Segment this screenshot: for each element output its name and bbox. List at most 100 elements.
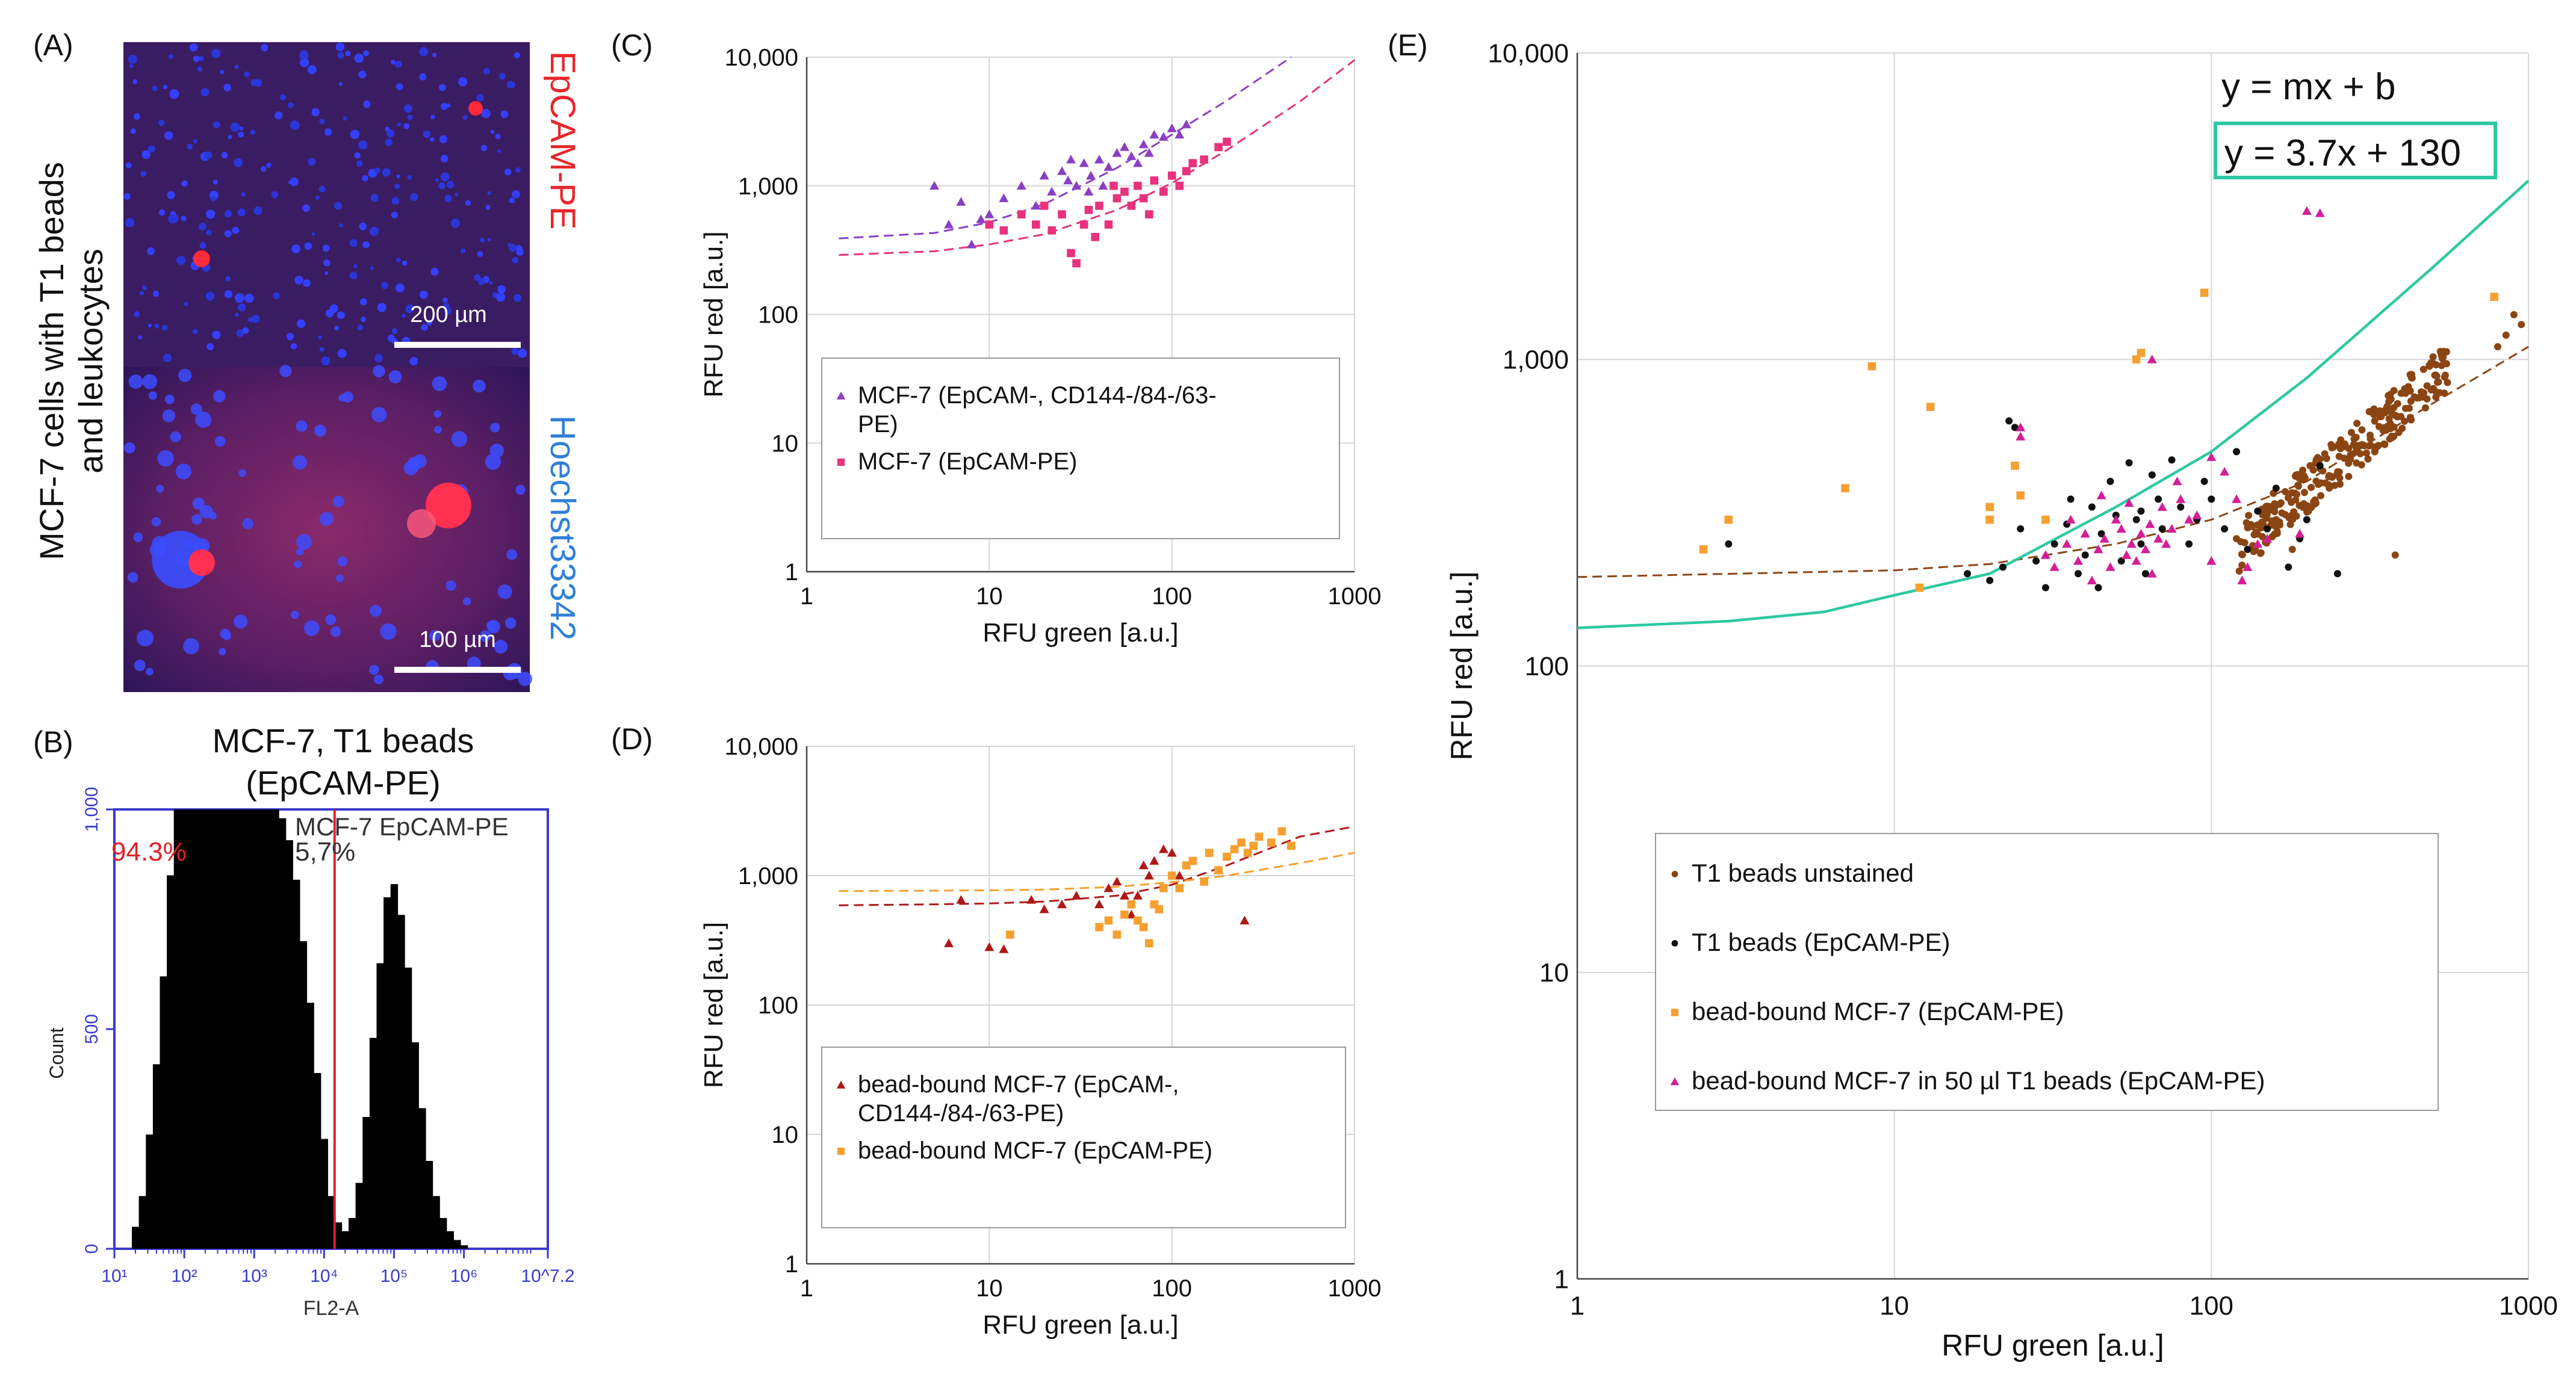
data-point-series-0 xyxy=(1039,904,1049,914)
nucleus-dot xyxy=(156,484,164,493)
panel-label-a: (A) xyxy=(33,28,73,62)
data-point-series-0 xyxy=(1079,158,1089,167)
nucleus-dot xyxy=(147,145,155,153)
nucleus-dot xyxy=(370,194,379,202)
data-point-series-0 xyxy=(2433,372,2441,380)
legend-label-3: bead-bound MCF-7 in 50 µl T1 beads (EpCA… xyxy=(1692,1066,2265,1095)
data-point-series-3 xyxy=(2153,534,2164,543)
nucleus-dot xyxy=(163,84,167,89)
nucleus-dot xyxy=(479,630,491,642)
nucleus-dot xyxy=(220,70,225,75)
data-point-series-0 xyxy=(2323,454,2330,462)
nucleus-dot xyxy=(286,333,294,341)
data-point-series-1 xyxy=(2233,448,2241,456)
nucleus-dot xyxy=(506,81,515,88)
nucleus-dot xyxy=(238,131,244,138)
nucleus-dot xyxy=(152,290,160,297)
nucleus-dot xyxy=(294,276,303,285)
data-point-series-0 xyxy=(1158,132,1169,141)
nucleus-dot xyxy=(394,183,400,190)
nucleus-dot xyxy=(505,617,517,629)
data-point-series-0 xyxy=(2250,548,2258,555)
data-point-series-1 xyxy=(2264,525,2271,533)
data-point-series-3 xyxy=(2232,494,2242,503)
nucleus-dot xyxy=(374,167,380,174)
nucleus-dot xyxy=(168,214,178,224)
data-point-series-2 xyxy=(2200,288,2209,297)
y-tick-label: 1,000 xyxy=(738,173,798,200)
nucleus-dot xyxy=(234,158,243,167)
threshold-line xyxy=(1577,179,2530,629)
nucleus-dot xyxy=(391,211,399,218)
nucleus-dot xyxy=(512,257,519,264)
data-point-series-1 xyxy=(1237,838,1246,847)
x-tick-label: 10³ xyxy=(241,1266,267,1286)
data-point-series-0 xyxy=(966,240,976,249)
histogram-bar xyxy=(243,809,252,1249)
data-point-series-1 xyxy=(2285,563,2292,571)
data-point-series-3 xyxy=(2093,544,2103,554)
nucleus-dot xyxy=(485,205,491,210)
data-point-series-3 xyxy=(2262,534,2273,543)
histogram-bar xyxy=(314,1073,321,1249)
data-point-series-0 xyxy=(2294,471,2301,478)
data-point-series-2 xyxy=(2132,355,2141,364)
data-point-series-3 xyxy=(2099,534,2109,543)
data-point-series-0 xyxy=(2407,371,2415,379)
data-point-series-0 xyxy=(2341,440,2348,448)
legend-marker-1 xyxy=(837,458,845,466)
histogram-bar xyxy=(390,884,399,1249)
legend-marker-3 xyxy=(1670,1077,1680,1086)
scalebar-bottom-label: 100 µm xyxy=(419,627,496,652)
nucleus-dot xyxy=(147,247,155,255)
nucleus-dot xyxy=(275,111,283,120)
trendline-1 xyxy=(839,852,1355,892)
nucleus-dot xyxy=(220,628,231,639)
nucleus-dot xyxy=(152,85,158,91)
x-tick-label: 10 xyxy=(976,1275,1003,1302)
data-point-series-0 xyxy=(2257,524,2265,532)
data-point-series-0 xyxy=(2436,389,2444,397)
data-point-series-0 xyxy=(2347,428,2355,436)
data-point-series-0 xyxy=(2298,475,2306,483)
data-point-series-0 xyxy=(2358,426,2366,434)
equation-generic: y = mx + b xyxy=(2221,66,2395,108)
data-point-series-1 xyxy=(1188,856,1197,865)
data-point-series-1 xyxy=(2155,495,2162,503)
nucleus-dot xyxy=(210,196,216,202)
data-point-series-0 xyxy=(2336,445,2344,453)
data-point-series-3 xyxy=(2126,539,2137,548)
data-point-series-1 xyxy=(1188,159,1197,167)
nucleus-dot xyxy=(455,193,459,197)
nucleus-dot xyxy=(209,512,217,520)
nucleus-dot xyxy=(319,119,325,125)
data-point-series-0 xyxy=(2518,321,2525,329)
epcam-positive-cell xyxy=(468,101,483,116)
data-point-series-0 xyxy=(1126,909,1137,919)
x-tick-label: 10 xyxy=(976,583,1003,610)
data-point-series-0 xyxy=(984,209,995,218)
data-point-series-3 xyxy=(2161,539,2171,548)
nucleus-dot xyxy=(266,162,272,168)
nucleus-dot xyxy=(290,343,297,350)
data-point-series-0 xyxy=(1072,181,1082,190)
data-point-series-2 xyxy=(1867,362,1876,371)
data-point-series-3 xyxy=(2295,528,2305,538)
data-point-series-0 xyxy=(976,214,986,223)
data-point-series-3 xyxy=(2049,562,2059,571)
nucleus-dot xyxy=(140,170,147,177)
nucleus-dot xyxy=(506,549,518,560)
data-point-series-1 xyxy=(1120,910,1129,919)
legend-marker-0 xyxy=(836,391,846,400)
nucleus-dot xyxy=(430,268,439,276)
data-point-series-1 xyxy=(1155,905,1164,914)
nucleus-dot xyxy=(134,660,146,672)
histogram-bar xyxy=(334,1222,343,1249)
nucleus-dot xyxy=(129,64,134,69)
nucleus-dot xyxy=(397,122,401,126)
histogram-bar xyxy=(362,1117,370,1249)
data-point-series-0 xyxy=(2410,393,2418,401)
nucleus-dot xyxy=(142,374,158,389)
trendline-1 xyxy=(839,59,1355,256)
data-point-series-0 xyxy=(2353,459,2360,467)
